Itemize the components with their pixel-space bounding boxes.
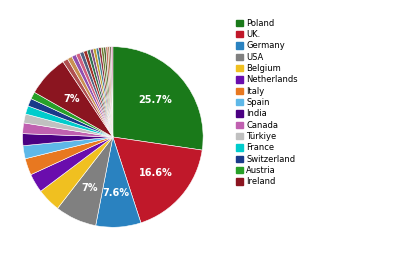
Wedge shape	[111, 47, 113, 137]
Wedge shape	[99, 47, 113, 137]
Wedge shape	[113, 47, 203, 150]
Wedge shape	[25, 137, 113, 175]
Wedge shape	[31, 92, 113, 137]
Wedge shape	[108, 47, 113, 137]
Wedge shape	[23, 123, 113, 137]
Wedge shape	[26, 106, 113, 137]
Wedge shape	[23, 134, 113, 146]
Wedge shape	[101, 47, 113, 137]
Wedge shape	[96, 137, 141, 227]
Text: 7%: 7%	[82, 183, 98, 193]
Wedge shape	[103, 47, 113, 137]
Wedge shape	[87, 50, 113, 137]
Wedge shape	[113, 137, 202, 223]
Wedge shape	[57, 137, 113, 226]
Wedge shape	[106, 47, 113, 137]
Wedge shape	[24, 114, 113, 137]
Wedge shape	[90, 49, 113, 137]
Wedge shape	[93, 48, 113, 137]
Wedge shape	[76, 53, 113, 137]
Wedge shape	[28, 99, 113, 137]
Wedge shape	[63, 59, 113, 137]
Wedge shape	[72, 55, 113, 137]
Text: 16.6%: 16.6%	[139, 168, 173, 178]
Text: 7.6%: 7.6%	[103, 188, 130, 198]
Wedge shape	[41, 137, 113, 208]
Text: 25.7%: 25.7%	[138, 95, 172, 105]
Wedge shape	[84, 50, 113, 137]
Legend: Poland, UK., Germany, USA, Belgium, Netherlands, Italy, Spain, India, Canada, Tü: Poland, UK., Germany, USA, Belgium, Neth…	[234, 17, 299, 188]
Wedge shape	[80, 52, 113, 137]
Wedge shape	[96, 48, 113, 137]
Wedge shape	[31, 137, 113, 191]
Wedge shape	[34, 62, 113, 137]
Wedge shape	[23, 137, 113, 159]
Wedge shape	[68, 56, 113, 137]
Text: 7%: 7%	[64, 94, 80, 104]
Wedge shape	[110, 47, 113, 137]
